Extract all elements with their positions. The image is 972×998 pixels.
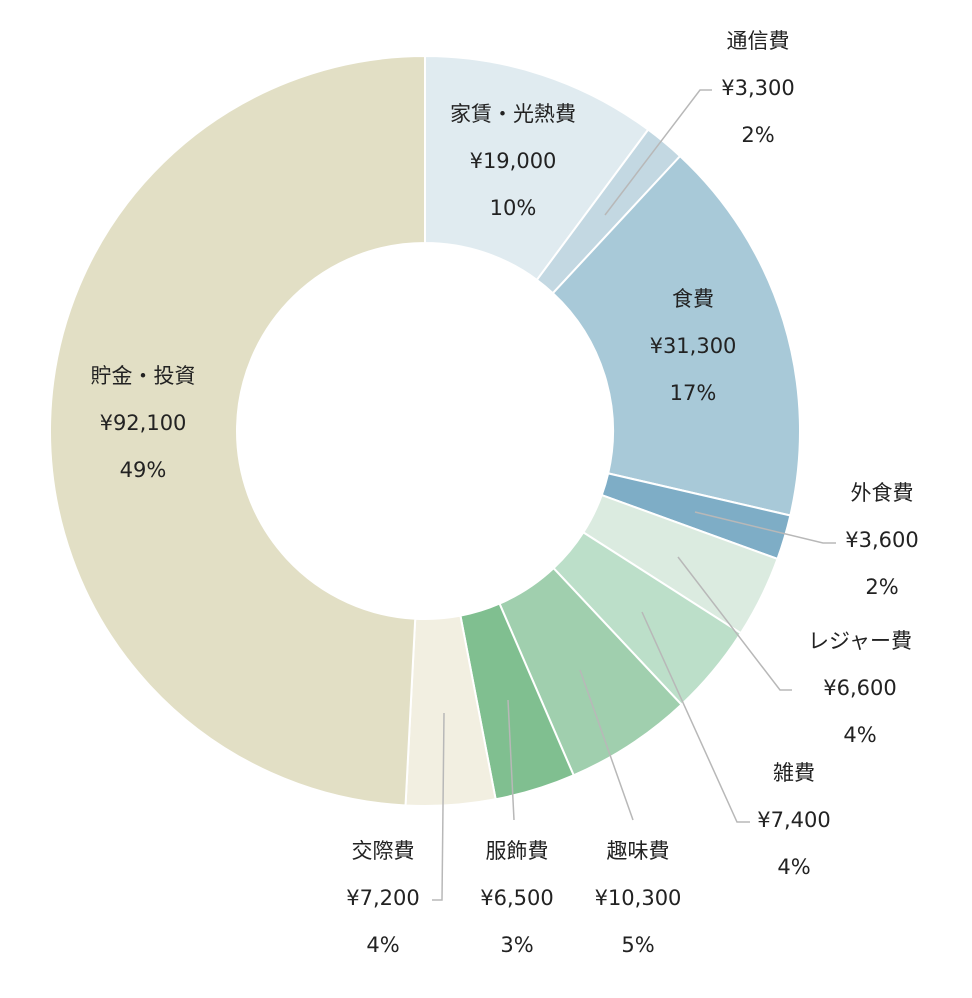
- slice-name-label-0: 家賃・光熱費: [450, 102, 576, 126]
- slice-name-label-8: 交際費: [352, 839, 415, 863]
- slice-value-label-6: ¥10,300: [595, 886, 682, 910]
- slice-percent-label-9: 49%: [120, 458, 167, 482]
- slice-value-label-8: ¥7,200: [346, 886, 419, 910]
- slice-value-label-7: ¥6,500: [480, 886, 553, 910]
- slice-percent-label-4: 4%: [843, 723, 876, 747]
- slice-percent-label-7: 3%: [500, 933, 533, 957]
- slice-name-label-7: 服飾費: [486, 839, 549, 863]
- leader-line-5: [641, 611, 750, 823]
- chart-slices: [49, 54, 801, 807]
- slice-percent-label-0: 10%: [490, 196, 537, 220]
- slice-value-label-1: ¥3,300: [721, 76, 794, 100]
- slice-value-label-3: ¥3,600: [845, 528, 918, 552]
- chart-labels: 家賃・光熱費 ¥19,000 10% 通信費 ¥3,300 2% 食費 ¥31,300 17% 外…: [91, 29, 919, 957]
- slice-percent-label-6: 5%: [621, 933, 654, 957]
- slice-name-label-5: 雑費: [773, 761, 815, 785]
- leader-line-4: [677, 556, 792, 691]
- slice-value-label-9: ¥92,100: [100, 411, 187, 435]
- slice-name-label-3: 外食費: [851, 481, 914, 505]
- leader-line-7: [507, 699, 515, 821]
- slice-value-label-0: ¥19,000: [470, 149, 557, 173]
- slice-2: [551, 154, 801, 517]
- slice-value-label-4: ¥6,600: [823, 676, 896, 700]
- slice-percent-label-2: 17%: [670, 381, 717, 405]
- leader-line-8: [432, 712, 445, 901]
- slice-percent-label-8: 4%: [366, 933, 399, 957]
- slice-value-label-5: ¥7,400: [757, 808, 830, 832]
- leader-line-1: [604, 89, 712, 216]
- leader-line-3: [694, 511, 836, 544]
- leader-line-6: [579, 669, 634, 821]
- slice-name-label-4: レジャー費: [808, 629, 912, 653]
- slice-name-label-9: 貯金・投資: [91, 364, 196, 388]
- slice-percent-label-3: 2%: [865, 575, 898, 599]
- chart-leader-lines: [432, 89, 836, 901]
- slice-name-label-6: 趣味費: [607, 839, 670, 863]
- slice-name-label-1: 通信費: [727, 29, 790, 53]
- slice-name-label-2: 食費: [672, 287, 714, 311]
- slice-percent-label-1: 2%: [741, 123, 774, 147]
- slice-value-label-2: ¥31,300: [650, 334, 737, 358]
- slice-percent-label-5: 4%: [777, 855, 810, 879]
- slice-9: [49, 54, 426, 807]
